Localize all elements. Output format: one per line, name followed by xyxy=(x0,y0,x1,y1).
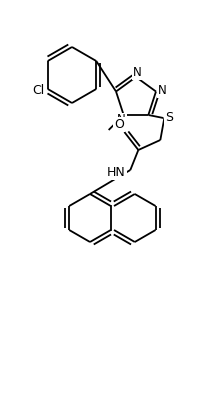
Text: N: N xyxy=(132,66,141,79)
Text: N: N xyxy=(157,84,165,97)
Text: S: S xyxy=(164,112,173,125)
Text: HN: HN xyxy=(106,167,125,180)
Text: Cl: Cl xyxy=(33,83,45,97)
Text: O: O xyxy=(114,118,124,132)
Text: N: N xyxy=(117,114,125,127)
